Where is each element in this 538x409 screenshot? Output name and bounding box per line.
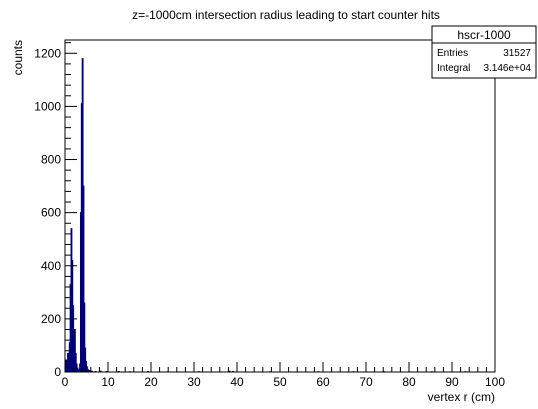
x-tick-label: 30 <box>187 375 201 389</box>
y-tick-label: 1000 <box>34 99 61 113</box>
stats-entries-label: Entries <box>437 48 468 59</box>
x-tick-label: 40 <box>230 375 244 389</box>
y-axis: 0 200 400 600 800 1000 1200 <box>34 42 77 379</box>
y-tick-label: 1200 <box>34 46 61 60</box>
histogram-bin <box>74 352 77 372</box>
histogram-bin <box>84 347 87 372</box>
y-tick-label: 600 <box>41 206 61 220</box>
histogram-bin <box>73 329 76 372</box>
x-tick-label: 50 <box>273 375 287 389</box>
histogram-bin <box>83 302 86 372</box>
plot-frame <box>64 39 496 373</box>
y-tick-label: 800 <box>41 153 61 167</box>
histogram-bars <box>64 58 467 373</box>
x-tick-label: 90 <box>445 375 459 389</box>
stats-box-name: hscr-1000 <box>457 28 511 42</box>
y-tick-label: 200 <box>41 312 61 326</box>
stats-box: hscr-1000 Entries 31527 Integral 3.146e+… <box>431 25 537 79</box>
chart-title: z=-1000cm intersection radius leading to… <box>132 8 440 22</box>
x-tick-label: 0 <box>62 375 69 389</box>
stats-entries-value: 31527 <box>503 48 531 59</box>
y-tick-label: 400 <box>41 259 61 273</box>
stats-integral-label: Integral <box>437 63 470 74</box>
histogram-bin <box>82 185 85 372</box>
x-tick-label: 100 <box>485 375 505 389</box>
x-tick-label: 80 <box>402 375 416 389</box>
x-tick-label: 20 <box>144 375 158 389</box>
x-tick-label: 70 <box>359 375 373 389</box>
x-tick-label: 60 <box>316 375 330 389</box>
x-tick-label: 10 <box>101 375 115 389</box>
stats-integral-value: 3.146e+04 <box>483 63 531 74</box>
y-axis-label: counts <box>11 40 25 75</box>
x-axis: 0 10 20 30 40 50 60 70 80 90 100 <box>62 362 505 389</box>
y-tick-label: 0 <box>54 365 61 379</box>
x-axis-label: vertex r (cm) <box>428 390 495 404</box>
